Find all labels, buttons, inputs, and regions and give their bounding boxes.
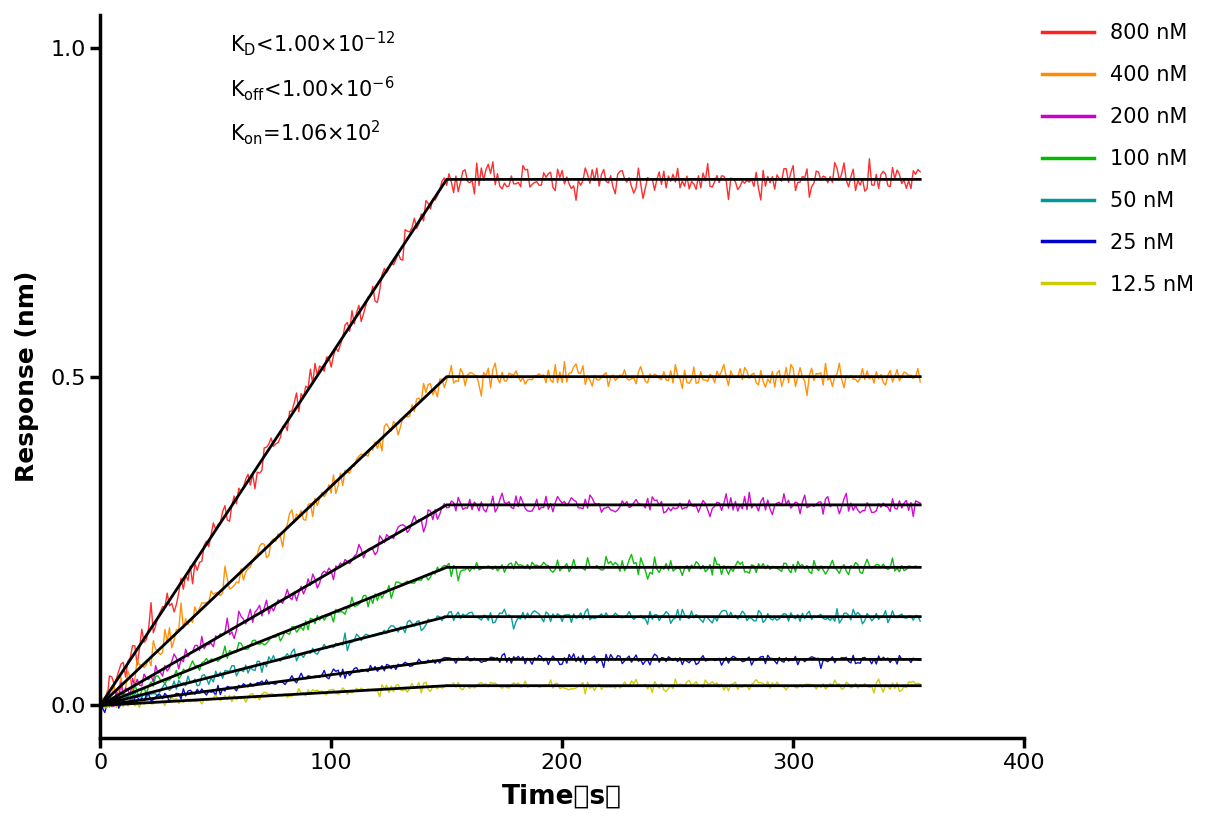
12.5 nM [580,677,594,687]
100 nM [144,677,158,687]
50 nM [144,689,158,699]
800 nM [862,153,877,163]
25 nM [657,653,671,662]
800 nM [396,255,410,265]
12.5 nM [865,681,879,691]
Line: 800 nM: 800 nM [100,158,921,707]
800 nM [865,180,879,190]
50 nM [93,705,107,714]
400 nM [615,371,630,381]
25 nM [146,695,161,705]
Line: 100 nM: 100 nM [100,554,921,708]
400 nM [657,367,671,377]
200 nM [579,494,593,504]
12.5 nM [654,678,669,688]
12.5 nM [93,699,107,709]
100 nM [914,562,928,572]
100 nM [610,559,625,569]
200 nM [914,498,928,508]
100 nM [865,563,879,573]
100 nM [624,549,638,559]
12.5 nM [97,703,112,713]
100 nM [579,565,593,575]
12.5 nM [914,679,928,689]
200 nM [396,520,410,530]
400 nM [914,377,928,387]
800 nM [610,169,625,179]
400 nM [398,410,413,420]
50 nM [914,616,928,626]
800 nM [914,167,928,177]
12.5 nM [871,674,885,684]
100 nM [93,703,107,713]
50 nM [829,604,844,614]
Line: 50 nM: 50 nM [100,609,921,710]
800 nM [93,702,107,712]
200 nM [865,507,879,517]
Line: 400 nM: 400 nM [100,361,921,709]
200 nM [652,501,666,511]
Y-axis label: Response (nm): Response (nm) [15,271,39,483]
400 nM [582,375,597,385]
50 nM [652,615,666,625]
Line: 25 nM: 25 nM [100,653,921,713]
400 nM [557,356,571,366]
Legend: 800 nM, 400 nM, 200 nM, 100 nM, 50 nM, 25 nM, 12.5 nM: 800 nM, 400 nM, 200 nM, 100 nM, 50 nM, 2… [1033,15,1203,303]
25 nM [914,655,928,665]
800 nM [144,597,158,607]
25 nM [867,653,882,663]
400 nM [93,704,107,714]
25 nM [615,658,630,668]
25 nM [97,708,112,718]
800 nM [579,163,593,173]
25 nM [497,648,512,658]
50 nM [610,610,625,620]
50 nM [396,623,410,633]
50 nM [579,607,593,617]
400 nM [95,704,110,714]
100 nM [396,579,410,589]
25 nM [398,658,413,667]
200 nM [144,671,158,681]
Line: 200 nM: 200 nM [100,493,921,707]
50 nM [865,615,879,625]
12.5 nM [613,683,627,693]
200 nM [742,488,756,497]
X-axis label: Time（s）: Time（s） [502,784,622,810]
25 nM [582,655,597,665]
100 nM [654,563,669,573]
400 nM [867,378,882,388]
12.5 nM [398,684,413,694]
25 nM [93,698,107,708]
Line: 12.5 nM: 12.5 nM [100,679,921,708]
Text: K$_\mathregular{D}$<1.00×10$^{-12}$
K$_\mathregular{off}$<1.00×10$^{-6}$
K$_\mat: K$_\mathregular{D}$<1.00×10$^{-12}$ K$_\… [229,30,395,147]
200 nM [93,702,107,712]
400 nM [146,636,161,646]
200 nM [610,505,625,515]
12.5 nM [146,699,161,709]
800 nM [652,167,666,177]
